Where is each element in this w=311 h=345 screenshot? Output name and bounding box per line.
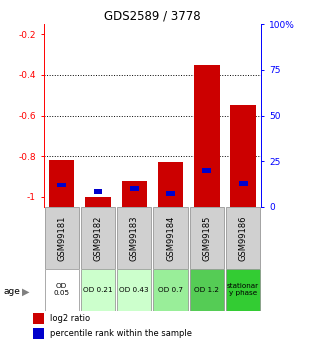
Bar — [122, 180, 147, 207]
Text: age: age — [3, 287, 20, 296]
Bar — [130, 186, 139, 191]
Bar — [239, 181, 248, 186]
Bar — [33, 313, 44, 324]
Text: GSM99181: GSM99181 — [57, 215, 66, 261]
Bar — [94, 189, 102, 194]
Bar — [45, 207, 79, 269]
Bar — [190, 269, 224, 310]
Text: OD
0.05: OD 0.05 — [53, 283, 70, 296]
Bar — [117, 207, 151, 269]
Text: GSM99185: GSM99185 — [202, 215, 211, 261]
Bar — [117, 269, 151, 310]
Bar — [166, 191, 175, 196]
Title: GDS2589 / 3778: GDS2589 / 3778 — [104, 10, 201, 23]
Bar — [154, 207, 188, 269]
Text: OD 0.21: OD 0.21 — [83, 287, 113, 293]
Bar — [230, 106, 256, 207]
Bar — [158, 162, 183, 207]
Bar — [154, 269, 188, 310]
Bar — [45, 269, 79, 310]
Bar — [202, 168, 211, 173]
Bar — [81, 207, 115, 269]
Bar — [81, 269, 115, 310]
Text: stationar
y phase: stationar y phase — [227, 283, 259, 296]
Bar — [57, 183, 66, 187]
Bar — [194, 65, 220, 207]
Text: OD 0.7: OD 0.7 — [158, 287, 183, 293]
Bar — [190, 207, 224, 269]
Text: percentile rank within the sample: percentile rank within the sample — [49, 329, 192, 338]
Bar — [226, 269, 260, 310]
Bar — [85, 197, 111, 207]
Bar — [226, 207, 260, 269]
Text: ▶: ▶ — [22, 287, 29, 296]
Text: GSM99184: GSM99184 — [166, 215, 175, 261]
Text: GSM99186: GSM99186 — [239, 215, 248, 261]
Bar — [33, 328, 44, 339]
Text: OD 1.2: OD 1.2 — [194, 287, 219, 293]
Text: GSM99182: GSM99182 — [94, 215, 102, 261]
Text: OD 0.43: OD 0.43 — [119, 287, 149, 293]
Text: GSM99183: GSM99183 — [130, 215, 139, 261]
Text: log2 ratio: log2 ratio — [49, 314, 90, 323]
Bar — [49, 160, 74, 207]
